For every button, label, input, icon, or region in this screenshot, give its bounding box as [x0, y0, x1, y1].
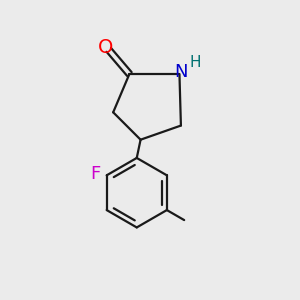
Text: F: F [90, 165, 100, 183]
Text: H: H [189, 55, 200, 70]
Text: N: N [174, 63, 188, 81]
Text: O: O [98, 38, 113, 57]
